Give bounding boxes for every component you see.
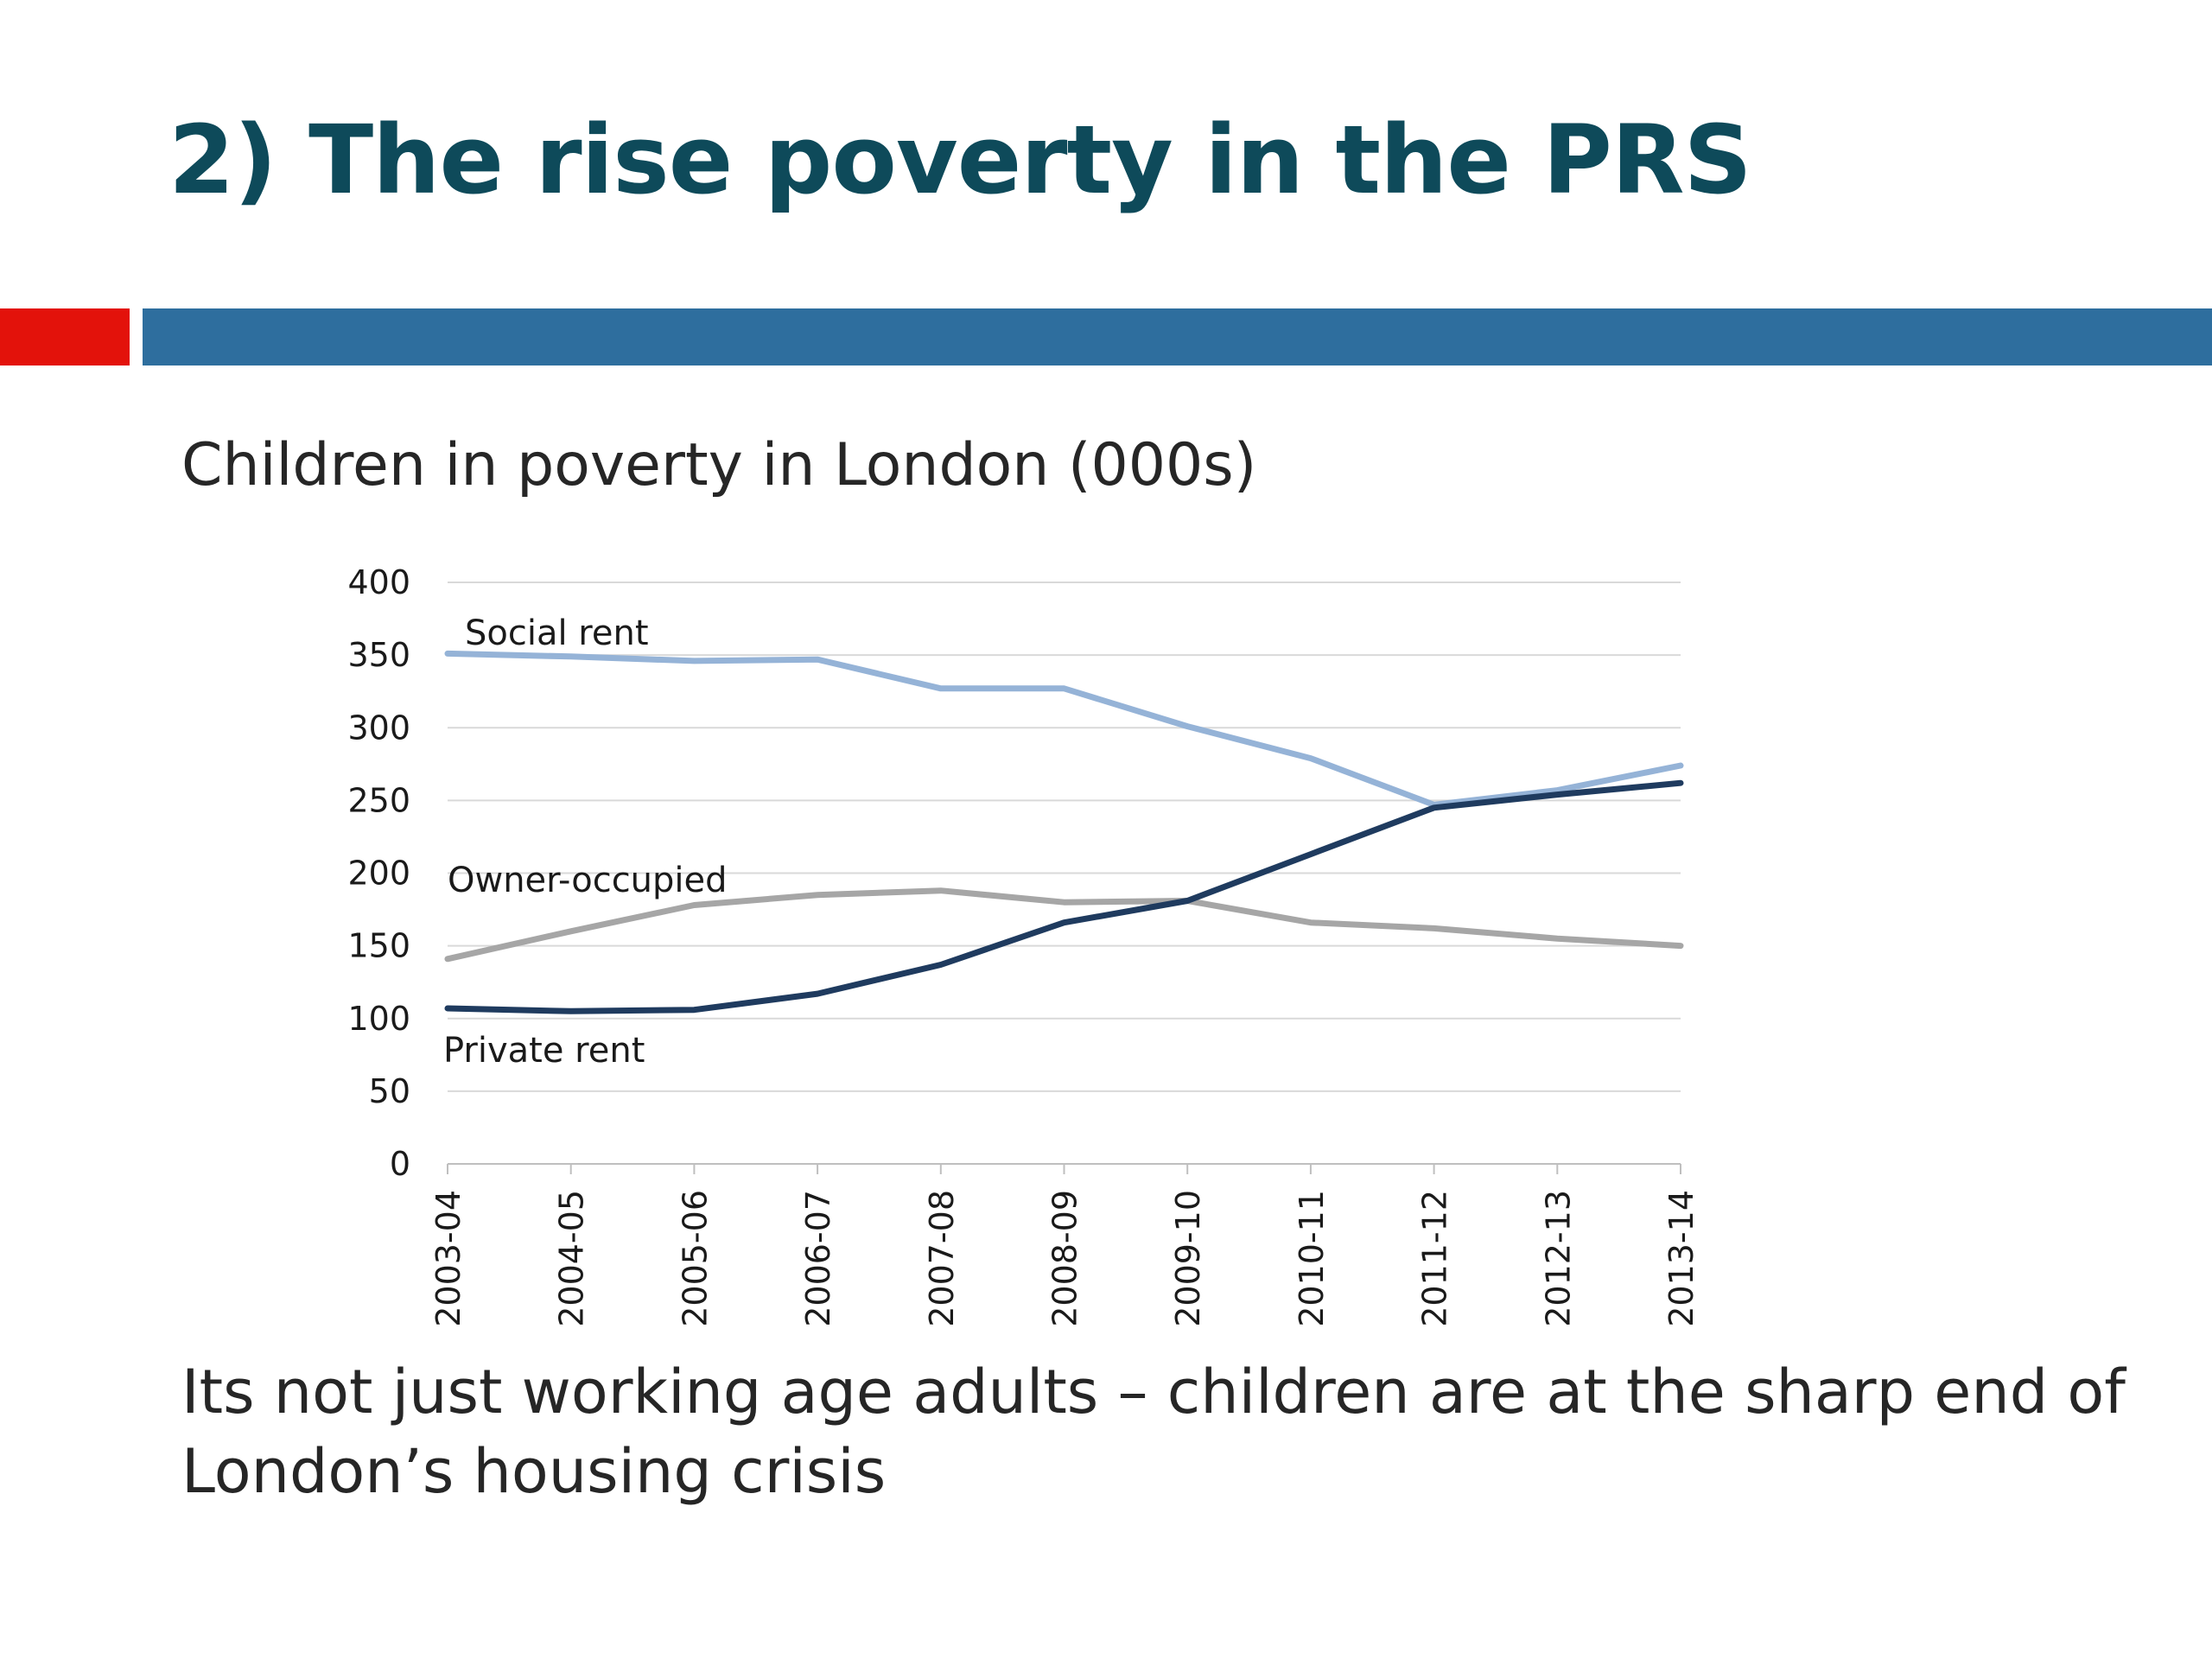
y-tick-label: 100 [347, 1000, 410, 1038]
y-tick-label: 200 [347, 855, 410, 893]
series-label-social-rent: Social rent [465, 613, 649, 653]
x-tick-label: 2010-11 [1293, 1190, 1331, 1327]
y-tick-label: 250 [347, 781, 410, 819]
series-label-private-rent: Private rent [443, 1031, 645, 1071]
chart-heading: Children in poverty in London (000s) [181, 431, 1257, 499]
x-axis-ticks: 2003-04 2004-05 2005-06 2006-07 2007-08 2008-… [429, 1164, 1700, 1327]
x-tick-label: 2006-07 [799, 1190, 837, 1327]
accent-red-bar [0, 308, 130, 365]
x-tick-label: 2009-10 [1169, 1190, 1207, 1327]
series-lines [444, 650, 1684, 1014]
y-tick-label: 400 [347, 563, 410, 601]
y-tick-label: 50 [369, 1072, 410, 1110]
y-tick-label: 0 [390, 1145, 410, 1183]
slide-caption: Its not just working age adults – childr… [181, 1357, 2126, 1507]
x-tick-label: 2011-12 [1416, 1190, 1454, 1327]
x-tick-label: 2007-08 [923, 1190, 961, 1327]
series-line-social-rent [444, 650, 1684, 808]
x-tick-label: 2004-05 [553, 1190, 591, 1327]
x-tick-label: 2003-04 [429, 1190, 467, 1327]
x-tick-label: 2008-09 [1046, 1190, 1084, 1327]
series-label-owner-occupied: Owner-occupied [448, 861, 728, 900]
slide-title: 2) The rise poverty in the PRS [168, 105, 1752, 215]
series-line-owner-occupied [444, 887, 1684, 963]
y-tick-label: 350 [347, 636, 410, 674]
y-tick-label: 150 [347, 927, 410, 965]
y-tick-label: 300 [347, 709, 410, 747]
accent-blue-bar [143, 308, 2212, 365]
x-tick-label: 2012-13 [1539, 1190, 1577, 1327]
x-tick-label: 2005-06 [676, 1190, 714, 1327]
series-labels: Social rent Owner-occupied Private rent [443, 613, 728, 1071]
x-tick-label: 2013-14 [1662, 1190, 1700, 1327]
y-axis-ticks: 0 50 100 150 200 250 300 350 400 [347, 563, 410, 1183]
